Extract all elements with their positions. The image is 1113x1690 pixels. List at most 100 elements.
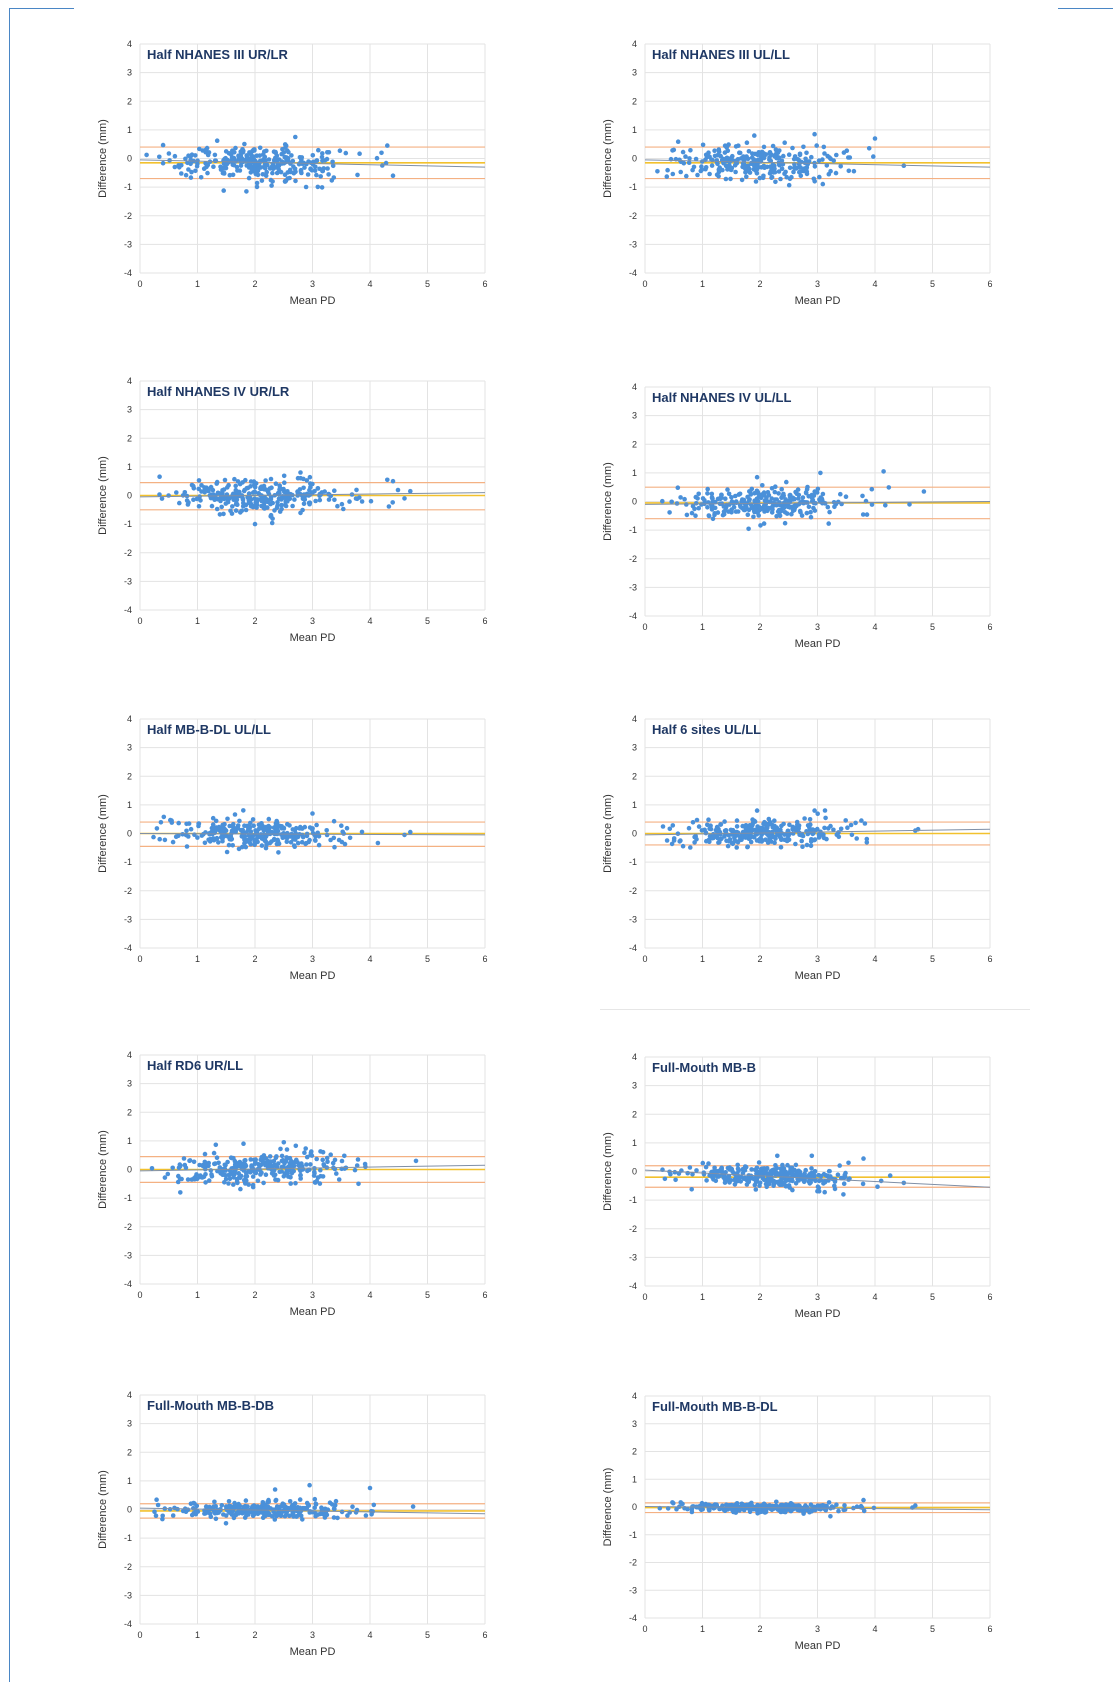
data-point xyxy=(226,495,231,501)
data-point xyxy=(162,837,168,843)
data-point xyxy=(781,1168,786,1173)
data-point xyxy=(379,150,384,156)
data-point xyxy=(293,1180,298,1186)
y-tick-label: 0 xyxy=(632,154,637,164)
data-point xyxy=(310,831,316,836)
data-point xyxy=(228,508,233,514)
data-point xyxy=(220,827,226,832)
data-point xyxy=(704,838,709,844)
data-point xyxy=(866,146,872,151)
data-point xyxy=(747,170,753,175)
data-point xyxy=(705,491,710,496)
data-point xyxy=(230,148,235,153)
data-point xyxy=(201,166,207,171)
data-point xyxy=(287,175,292,181)
data-point xyxy=(259,498,264,503)
data-point xyxy=(213,158,219,163)
data-point xyxy=(846,155,851,160)
data-point xyxy=(206,150,212,155)
data-point xyxy=(319,185,325,190)
y-tick-label: 3 xyxy=(127,1079,132,1089)
data-point xyxy=(304,478,310,483)
trend-line xyxy=(139,1507,486,1515)
data-point xyxy=(162,1175,168,1180)
data-point xyxy=(815,486,821,492)
y-tick-label: -3 xyxy=(629,1585,637,1595)
data-point xyxy=(281,1503,286,1508)
data-point xyxy=(678,838,683,843)
y-axis-label: Difference (mm) xyxy=(602,119,614,198)
y-tick-label: 0 xyxy=(632,829,637,839)
data-point xyxy=(244,1174,250,1179)
data-point xyxy=(308,481,313,486)
data-point xyxy=(177,1162,183,1167)
data-point xyxy=(271,158,277,163)
data-point xyxy=(312,168,318,173)
data-point xyxy=(255,1504,260,1509)
y-tick-label: 3 xyxy=(632,743,637,753)
data-point xyxy=(732,834,737,840)
data-point xyxy=(281,1174,287,1179)
data-point xyxy=(175,1506,180,1512)
data-point xyxy=(263,478,268,483)
data-point xyxy=(729,1502,734,1508)
data-point xyxy=(233,483,238,489)
data-point xyxy=(320,1511,326,1517)
data-point xyxy=(825,504,831,510)
data-point xyxy=(832,1183,837,1189)
data-point xyxy=(189,152,195,157)
data-point xyxy=(237,489,242,495)
data-point xyxy=(742,154,748,160)
data-point xyxy=(807,825,812,830)
data-point xyxy=(227,1168,233,1173)
data-point xyxy=(664,838,670,843)
y-tick-label: 2 xyxy=(127,433,132,443)
data-point xyxy=(222,477,228,483)
data-point xyxy=(854,1504,860,1509)
data-point xyxy=(316,834,322,839)
data-point xyxy=(804,842,810,848)
data-point xyxy=(761,1177,767,1183)
x-tick-label: 4 xyxy=(872,622,877,632)
data-point xyxy=(734,1171,739,1176)
data-point xyxy=(259,825,264,831)
y-tick-label: 4 xyxy=(632,39,637,49)
data-point xyxy=(750,151,755,156)
data-point xyxy=(790,827,795,832)
y-tick-label: -3 xyxy=(124,914,132,924)
data-point xyxy=(213,1516,219,1522)
data-point xyxy=(853,820,858,826)
data-point xyxy=(203,1180,208,1185)
data-point xyxy=(674,501,680,506)
chart-title: Half RD6 UR/LL xyxy=(147,1058,243,1073)
data-point xyxy=(670,1500,675,1505)
data-point xyxy=(289,153,294,158)
y-tick-label: 4 xyxy=(127,39,132,49)
data-point xyxy=(682,496,687,502)
data-point xyxy=(307,474,313,480)
data-point xyxy=(310,811,315,816)
data-point xyxy=(728,176,733,182)
data-point xyxy=(161,814,167,820)
data-point xyxy=(303,184,309,190)
data-point xyxy=(828,168,833,174)
data-point xyxy=(771,1181,777,1186)
y-tick-label: 1 xyxy=(127,1476,132,1486)
data-point xyxy=(744,174,749,180)
y-tick-label: 0 xyxy=(127,829,132,839)
trend-line xyxy=(644,159,991,168)
data-point xyxy=(810,497,816,503)
data-point xyxy=(689,510,695,516)
data-point xyxy=(252,842,257,847)
data-point xyxy=(732,1177,737,1183)
data-point xyxy=(848,822,854,828)
data-point xyxy=(821,144,827,150)
y-tick-label: -2 xyxy=(124,886,132,896)
data-point xyxy=(747,489,752,494)
data-point xyxy=(318,1149,323,1154)
y-tick-label: 4 xyxy=(632,714,637,724)
data-point xyxy=(279,1158,285,1164)
data-point xyxy=(765,490,771,495)
data-point xyxy=(779,166,785,172)
data-point xyxy=(310,153,316,158)
